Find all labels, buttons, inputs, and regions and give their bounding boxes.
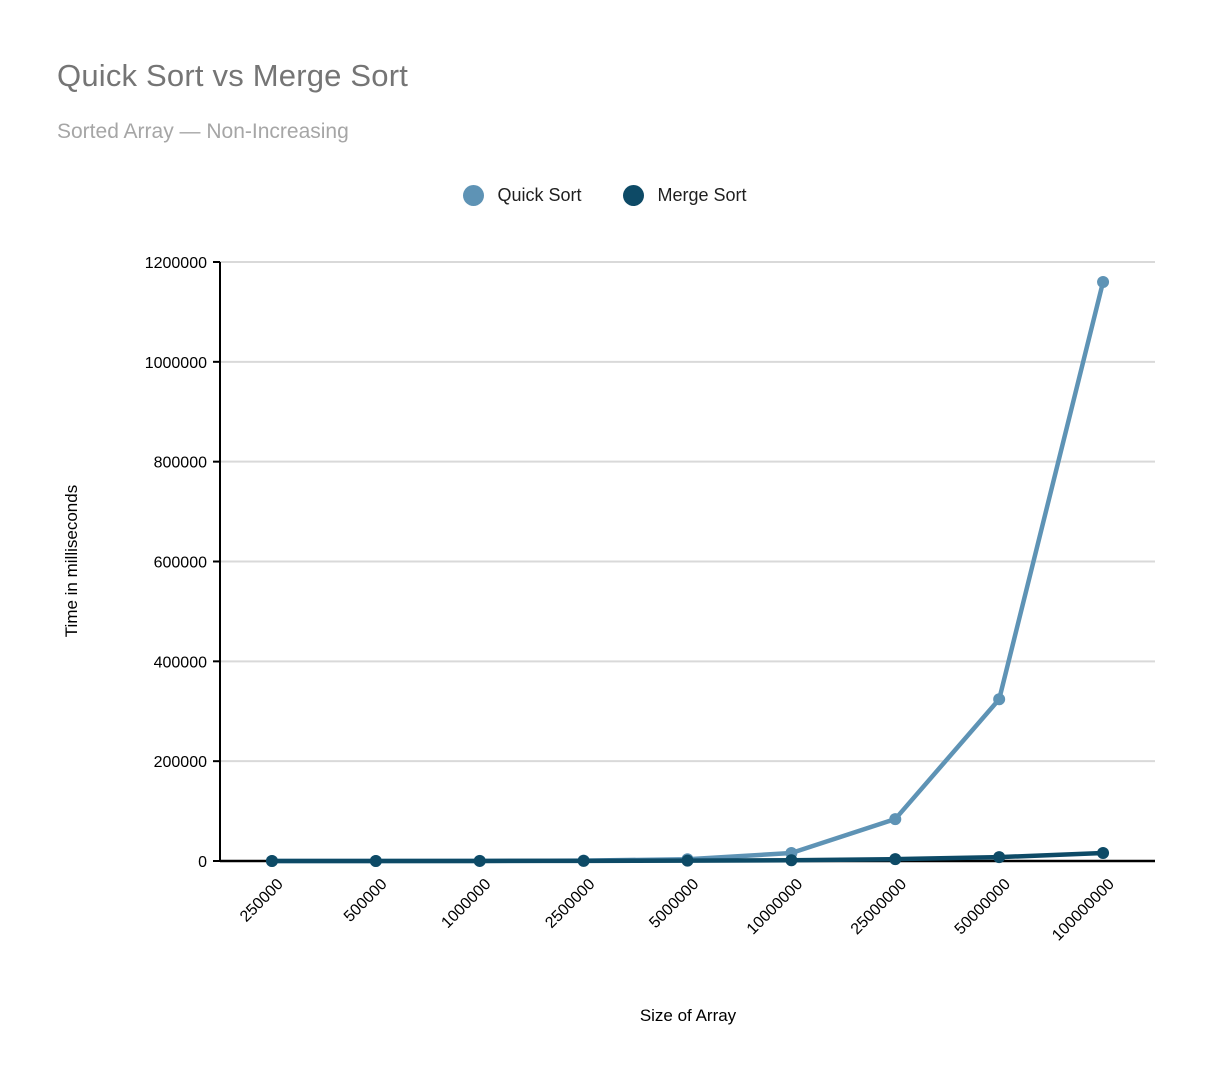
x-tick-label: 2500000 xyxy=(542,876,598,932)
legend-marker-merge-sort xyxy=(623,185,645,206)
y-tick-label: 1200000 xyxy=(145,255,207,272)
legend-item-merge-sort: Merge Sort xyxy=(623,185,747,206)
chart-subtitle: Sorted Array — Non-Increasing xyxy=(57,120,349,143)
data-point-merge-sort-5000000 xyxy=(681,854,694,867)
y-tick-label: 800000 xyxy=(154,455,207,472)
data-point-merge-sort-50000000 xyxy=(993,851,1006,864)
series-line-quick-sort xyxy=(269,279,1106,864)
x-tick-label: 50000000 xyxy=(952,876,1014,938)
data-point-merge-sort-10000000 xyxy=(785,854,798,867)
data-point-merge-sort-500000 xyxy=(369,854,382,867)
legend-marker-quick-sort xyxy=(463,185,485,206)
x-tick-label: 10000000 xyxy=(744,876,806,938)
legend-item-quick-sort: Quick Sort xyxy=(463,185,581,206)
data-point-merge-sort-1000000 xyxy=(473,854,486,867)
y-tick-label: 600000 xyxy=(154,555,207,572)
x-tick-label: 1000000 xyxy=(438,876,494,932)
x-tick-label: 25000000 xyxy=(848,876,910,938)
x-tick-label: 250000 xyxy=(237,876,287,926)
plot-area: 0 200000 400000 600000 800000 1000000 1200000 2… xyxy=(145,255,1155,945)
data-point-quick-sort-100000000 xyxy=(1097,275,1110,288)
y-axis-title: Time in milliseconds xyxy=(62,484,81,638)
data-point-merge-sort-25000000 xyxy=(889,853,902,866)
legend-label-merge-sort: Merge Sort xyxy=(657,185,747,205)
legend-label-quick-sort: Quick Sort xyxy=(497,185,582,205)
data-point-quick-sort-50000000 xyxy=(993,693,1006,706)
x-tick-label: 500000 xyxy=(341,876,391,926)
data-point-merge-sort-2500000 xyxy=(577,854,590,867)
x-tick-label: 100000000 xyxy=(1049,876,1118,945)
y-tick-label: 400000 xyxy=(154,654,207,671)
data-point-quick-sort-25000000 xyxy=(889,813,902,826)
x-tick-label: 5000000 xyxy=(646,876,702,932)
y-tick-label: 0 xyxy=(198,854,207,871)
y-tick-label: 200000 xyxy=(154,754,207,771)
x-axis-title: Size of Array xyxy=(639,1006,737,1025)
y-tick-label: 1000000 xyxy=(145,355,207,372)
legend: Quick Sort Merge Sort xyxy=(0,185,1210,206)
data-point-merge-sort-100000000 xyxy=(1097,847,1110,860)
data-point-merge-sort-250000 xyxy=(265,854,278,867)
chart-title: Quick Sort vs Merge Sort xyxy=(57,58,409,93)
